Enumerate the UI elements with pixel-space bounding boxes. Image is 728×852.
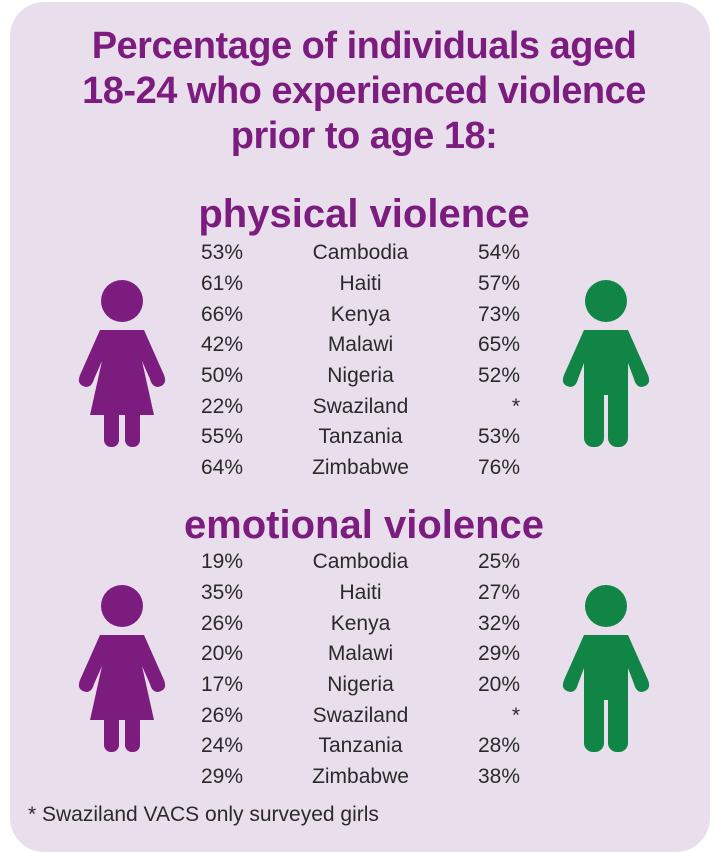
boys-value: 28%: [477, 734, 520, 758]
girls-value: 26%: [201, 703, 244, 727]
country-name: Cambodia: [312, 550, 409, 574]
title-line-2: 18-24 who experienced violence: [82, 70, 646, 112]
girls-value: 50%: [201, 364, 244, 388]
boys-value: 29%: [477, 642, 520, 666]
boys-value: 38%: [477, 765, 520, 789]
page-title: Percentage of individuals aged 18-24 who…: [0, 24, 728, 159]
boys-value: 57%: [477, 272, 520, 296]
country-name: Cambodia: [312, 241, 409, 265]
boy-figure-icon: [562, 585, 650, 752]
footnote: * Swaziland VACS only surveyed girls: [28, 803, 379, 826]
country-name: Swaziland: [312, 394, 409, 418]
table-row: 19% Cambodia 25%: [180, 547, 540, 578]
title-line-3: prior to age 18:: [230, 115, 498, 157]
girls-value: 35%: [201, 581, 244, 605]
girl-figure-icon: [78, 585, 166, 752]
country-name: Tanzania: [318, 425, 403, 449]
boys-value: 54%: [477, 241, 520, 265]
boys-value: 76%: [477, 456, 520, 480]
girls-value: 24%: [201, 734, 244, 758]
boys-value: 65%: [477, 333, 520, 357]
country-name: Nigeria: [327, 364, 394, 388]
boy-figure-icon: [562, 280, 650, 447]
section-heading-emotional: emotional violence: [183, 503, 545, 547]
table-row: 66% Kenya 73%: [180, 299, 540, 330]
country-name: Haiti: [339, 272, 382, 296]
country-name: Zimbabwe: [312, 456, 409, 480]
country-name: Kenya: [330, 302, 391, 326]
table-row: 22% Swaziland *: [180, 391, 540, 422]
country-name: Malawi: [327, 642, 394, 666]
girls-value: 20%: [201, 642, 244, 666]
country-name: Haiti: [339, 581, 382, 605]
emotional-violence-table: 19% Cambodia 25% 35% Haiti 27% 26% Kenya 32% 2…: [180, 547, 540, 793]
physical-violence-table: 53% Cambodia 54% 61% Haiti 57% 66% Kenya 73% 4…: [180, 238, 540, 484]
girls-value: 29%: [201, 765, 244, 789]
table-row: 20% Malawi 29%: [180, 639, 540, 670]
table-row: 17% Nigeria 20%: [180, 670, 540, 701]
girls-value: 42%: [201, 333, 244, 357]
boys-value: 20%: [477, 673, 520, 697]
girls-value: 61%: [201, 272, 244, 296]
boys-value: *: [511, 703, 520, 727]
table-row: 24% Tanzania 28%: [180, 731, 540, 762]
country-name: Malawi: [327, 333, 394, 357]
girls-value: 66%: [201, 302, 244, 326]
table-row: 26% Kenya 32%: [180, 608, 540, 639]
country-name: Kenya: [330, 611, 391, 635]
girl-figure-icon: [78, 280, 166, 447]
girls-value: 19%: [201, 550, 244, 574]
boys-value: 52%: [477, 364, 520, 388]
section-heading-physical: physical violence: [198, 192, 530, 236]
boys-value: 25%: [477, 550, 520, 574]
boys-value: 53%: [477, 425, 520, 449]
table-row: 53% Cambodia 54%: [180, 238, 540, 269]
boys-value: 73%: [477, 302, 520, 326]
boys-value: *: [511, 394, 520, 418]
country-name: Nigeria: [327, 673, 394, 697]
girls-value: 17%: [201, 673, 244, 697]
boys-value: 32%: [477, 611, 520, 635]
table-row: 55% Tanzania 53%: [180, 422, 540, 453]
table-row: 26% Swaziland *: [180, 700, 540, 731]
table-row: 61% Haiti 57%: [180, 269, 540, 300]
table-row: 50% Nigeria 52%: [180, 361, 540, 392]
boys-value: 27%: [477, 581, 520, 605]
girls-value: 55%: [201, 425, 244, 449]
country-name: Tanzania: [318, 734, 403, 758]
table-row: 64% Zimbabwe 76%: [180, 453, 540, 484]
girls-value: 26%: [201, 611, 244, 635]
girls-value: 53%: [201, 241, 244, 265]
table-row: 42% Malawi 65%: [180, 330, 540, 361]
country-name: Swaziland: [312, 703, 409, 727]
table-row: 29% Zimbabwe 38%: [180, 762, 540, 793]
country-name: Zimbabwe: [312, 765, 409, 789]
table-row: 35% Haiti 27%: [180, 578, 540, 609]
title-line-1: Percentage of individuals aged: [91, 25, 637, 67]
girls-value: 22%: [201, 394, 244, 418]
girls-value: 64%: [201, 456, 244, 480]
